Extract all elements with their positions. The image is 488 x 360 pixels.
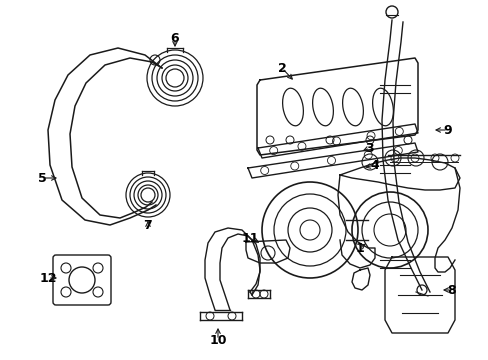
Text: 10: 10 <box>209 333 226 346</box>
Text: 6: 6 <box>170 32 179 45</box>
Text: 2: 2 <box>277 62 286 75</box>
Text: 1: 1 <box>355 242 364 255</box>
Text: 8: 8 <box>447 284 455 297</box>
Text: 7: 7 <box>143 219 152 231</box>
Text: 5: 5 <box>38 171 46 185</box>
Text: 3: 3 <box>365 141 373 154</box>
Text: 11: 11 <box>241 231 258 244</box>
Text: 4: 4 <box>370 158 379 171</box>
Text: 9: 9 <box>443 123 451 136</box>
Text: 12: 12 <box>39 271 57 284</box>
